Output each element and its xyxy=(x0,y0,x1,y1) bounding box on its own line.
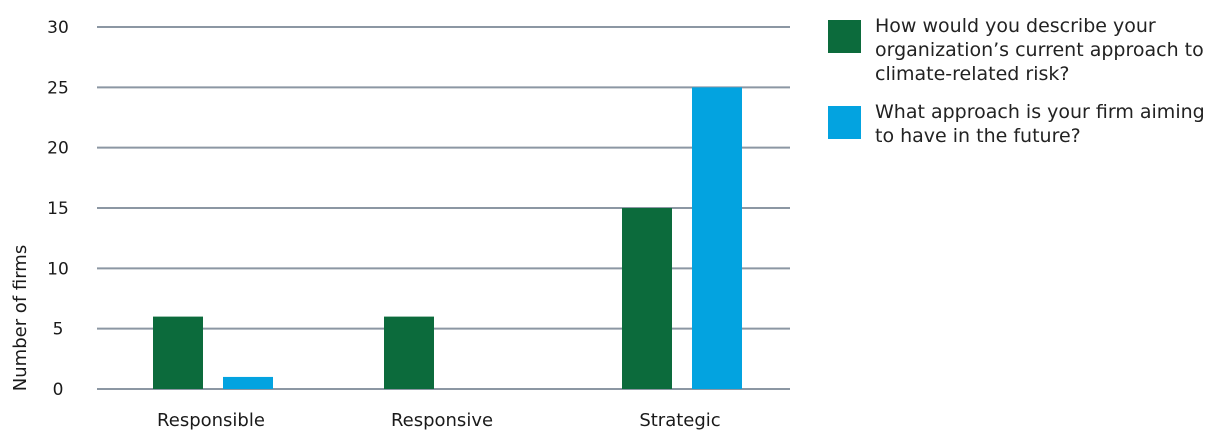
bar-current-strategic xyxy=(622,208,672,389)
x-tick-labels: Responsible Responsive Strategic xyxy=(157,410,721,431)
y-tick-label: 5 xyxy=(53,320,64,340)
y-tick-label: 30 xyxy=(47,18,69,38)
bar-current-responsive xyxy=(384,316,434,389)
legend-label-future: What approach is your firm aiming to hav… xyxy=(875,101,1205,147)
y-tick-label: 25 xyxy=(47,78,69,98)
y-tick-labels: 30 25 20 15 10 5 0 xyxy=(47,18,69,400)
legend-label-current: How would you describe your organization… xyxy=(875,15,1204,85)
bars xyxy=(153,87,742,389)
gridlines xyxy=(97,26,790,390)
bar-future-strategic xyxy=(692,87,742,389)
x-tick-label: Responsible xyxy=(157,410,265,431)
bar-current-responsible xyxy=(153,316,203,389)
legend: How would you describe your organization… xyxy=(828,14,1217,162)
y-axis-label: Number of firms xyxy=(10,245,31,391)
x-tick-label: Strategic xyxy=(639,410,720,431)
y-tick-label: 15 xyxy=(47,199,69,219)
legend-item-future: What approach is your firm aiming to hav… xyxy=(828,100,1217,148)
x-tick-label: Responsive xyxy=(391,410,493,431)
bar-future-responsible xyxy=(223,376,273,389)
legend-item-current: How would you describe your organization… xyxy=(828,14,1217,86)
y-tick-label: 20 xyxy=(47,139,69,159)
legend-swatch-future xyxy=(828,106,861,139)
y-tick-label: 0 xyxy=(53,380,64,400)
legend-swatch-current xyxy=(828,20,861,53)
y-tick-label: 10 xyxy=(47,259,69,279)
